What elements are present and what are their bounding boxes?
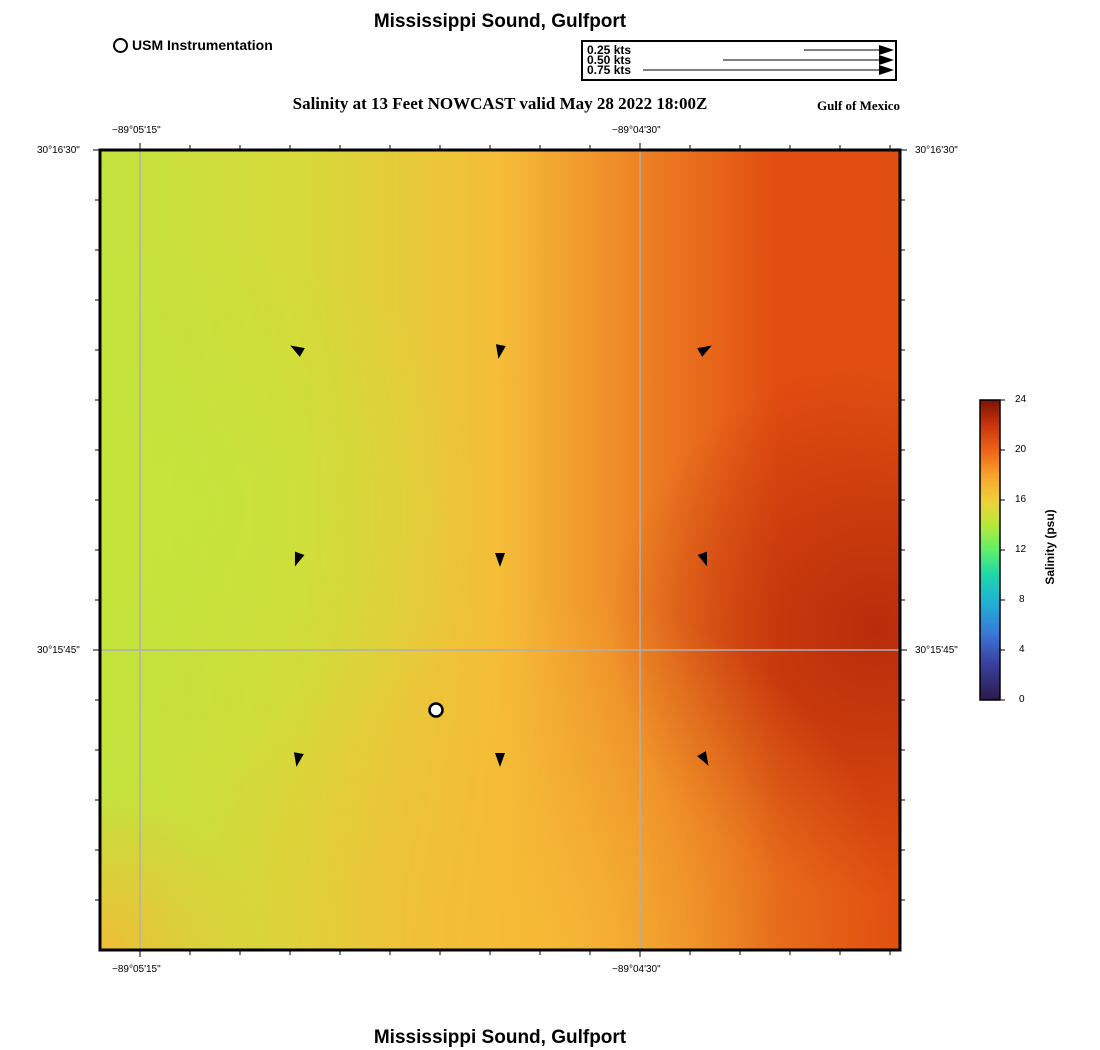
current-arrow-icon: [294, 551, 305, 567]
lon-tick-top-1: −89°05'15": [112, 125, 161, 136]
lon-tick-bottom-2: −89°04'30": [612, 964, 661, 975]
vector-scale-label-2: 0.50 kts: [587, 53, 632, 67]
colorbar-ticks: [1000, 399, 1005, 701]
lat-tick-right-2: 30°15'45": [915, 645, 958, 656]
vector-scale-legend: 0.25 kts 0.50 kts 0.75 kts: [581, 40, 897, 81]
lon-tick-bottom-1: −89°05'15": [112, 964, 161, 975]
current-arrow-icon: [697, 751, 709, 766]
colorbar-tick-label: 20: [1015, 444, 1027, 455]
colorbar-gradient: [979, 399, 1001, 701]
colorbar-tick-label: 0: [1019, 694, 1025, 705]
vector-scale-arrows: [643, 45, 894, 75]
lon-tick-top-2: −89°04'30": [612, 125, 661, 136]
lat-tick-left-1: 30°16'30": [37, 145, 80, 156]
current-arrow-icon: [290, 345, 305, 357]
vector-scale-label-3: 0.75 kts: [587, 63, 632, 77]
lat-tick-left-2: 30°15'45": [37, 645, 80, 656]
station-marker-icon: [113, 37, 128, 53]
usm-station-marker[interactable]: [428, 702, 444, 718]
colorbar-title: Salinity (psu): [1043, 509, 1057, 585]
vector-scale-label-1: 0.25 kts: [587, 43, 632, 57]
lat-tick-right-1: 30°16'30": [915, 145, 958, 156]
arrow-icon: [723, 55, 894, 65]
footer-title: Mississippi Sound, Gulfport: [373, 1027, 627, 1048]
region-label: Gulf of Mexico: [816, 98, 900, 113]
map-ticks: [93, 143, 907, 957]
colorbar-tick-label: 4: [1019, 644, 1025, 655]
colorbar-tick-label: 12: [1015, 544, 1027, 555]
salinity-map[interactable]: [90, 140, 915, 960]
salinity-colorbar: [979, 399, 1005, 701]
graticule: [100, 150, 900, 950]
colorbar-tick-label: 24: [1015, 394, 1027, 405]
arrow-icon: [643, 65, 894, 75]
salinity-low-zone: [100, 150, 900, 950]
current-arrow-icon: [697, 345, 712, 357]
map-subtitle: Salinity at 13 Feet NOWCAST valid May 28…: [292, 94, 708, 113]
arrow-icon: [804, 45, 894, 55]
current-arrow-icon: [293, 752, 304, 767]
current-arrow-icon: [495, 753, 505, 767]
current-arrow-icon: [697, 551, 708, 567]
current-arrow-icon: [495, 553, 505, 567]
station-legend-label: USM Instrumentation: [132, 37, 273, 53]
colorbar-tick-label: 8: [1019, 594, 1025, 605]
map-title: Mississippi Sound, Gulfport: [373, 11, 627, 32]
current-vectors: [290, 344, 712, 767]
colorbar-tick-label: 16: [1015, 494, 1027, 505]
station-legend: USM Instrumentation: [113, 37, 273, 53]
current-arrow-icon: [495, 344, 506, 359]
